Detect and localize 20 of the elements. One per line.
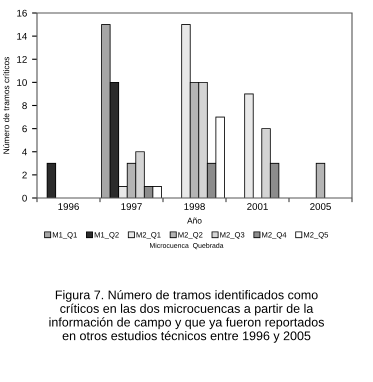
x-tick-label: 2001 bbox=[247, 203, 268, 210]
y-tick-label: 2 bbox=[22, 172, 27, 178]
bar bbox=[46, 162, 56, 198]
x-tick-label: 1996 bbox=[58, 203, 79, 210]
bar bbox=[244, 94, 254, 198]
y-tick-label: 14 bbox=[17, 32, 27, 40]
y-axis-title: Número de tramos críticos bbox=[3, 56, 10, 154]
y-tick-label: 6 bbox=[22, 125, 27, 132]
y-tick-label: 12 bbox=[17, 56, 27, 63]
x-tick-label: 1998 bbox=[184, 203, 205, 210]
y-tick-label: 4 bbox=[22, 148, 27, 156]
y-tick-label: 16 bbox=[17, 10, 27, 17]
x-tick-label: 1997 bbox=[121, 203, 142, 210]
text: Figura 7. Número de tramos identificados como críticos en las dos microcuencas a partir de la información de campo y que ya fueron reportados en otros estudios técnicos entre 1996 y 2005 bbox=[49, 290, 324, 343]
y-tick-label: 8 bbox=[22, 102, 27, 110]
x-tick-label: 2005 bbox=[310, 203, 331, 210]
y-tick-label: 10 bbox=[17, 79, 27, 86]
y-tick-label: 0 bbox=[22, 194, 27, 202]
bar bbox=[316, 162, 326, 198]
x-axis-title: Año bbox=[187, 218, 202, 224]
